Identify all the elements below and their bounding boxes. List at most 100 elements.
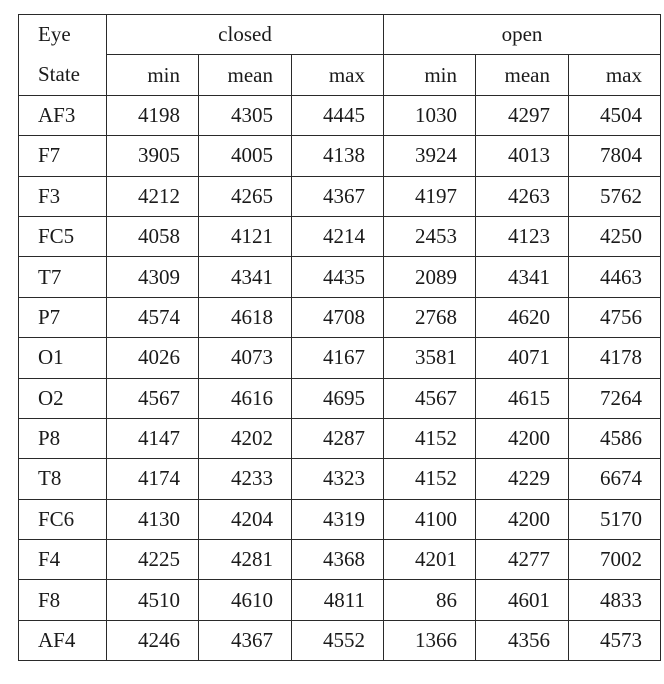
table-cell: 4202: [198, 417, 292, 460]
table-row: P7 4574 4618 4708 2768 4620 4756: [18, 296, 661, 339]
table-row: T8 4174 4233 4323 4152 4229 6674: [18, 458, 661, 500]
row-label-cell: F4: [18, 539, 107, 581]
table-cell: 4615: [475, 377, 569, 419]
row-label-cell: O2: [18, 377, 107, 419]
table-cell: 4287: [291, 417, 384, 460]
table-cell: 4297: [475, 94, 569, 137]
table-cell: 4463: [568, 256, 661, 298]
table-row: AF4 4246 4367 4552 1366 4356 4573: [18, 619, 661, 662]
table-row: F3 4212 4265 4367 4197 4263 5762: [18, 175, 661, 217]
table-cell: 4229: [475, 458, 569, 500]
header-eye-label: Eye: [18, 13, 107, 55]
table-cell: 4225: [106, 539, 199, 581]
table-cell: 4618: [198, 296, 292, 339]
table-row: T7 4309 4341 4435 2089 4341 4463: [18, 256, 661, 298]
table-cell: 1030: [383, 94, 476, 137]
table-cell: 4708: [291, 296, 384, 339]
table-cell: 4263: [475, 175, 569, 217]
table-cell: 4201: [383, 539, 476, 581]
row-label-cell: F8: [18, 579, 107, 621]
table-cell: 4833: [568, 579, 661, 621]
table-cell: 4567: [106, 377, 199, 419]
table-cell: 4198: [106, 94, 199, 137]
row-label-cell: O1: [18, 337, 107, 379]
table-cell: 4616: [198, 377, 292, 419]
table-cell: 4309: [106, 256, 199, 298]
table-cell: 4152: [383, 417, 476, 460]
table-cell: 4026: [106, 337, 199, 379]
table-cell: 4811: [291, 579, 384, 621]
table-row: F7 3905 4005 4138 3924 4013 7804: [18, 135, 661, 177]
row-label-cell: FC5: [18, 215, 107, 258]
table-cell: 4277: [475, 539, 569, 581]
table-cell: 4147: [106, 417, 199, 460]
table-cell: 7002: [568, 539, 661, 581]
table-row: F8 4510 4610 4811 86 4601 4833: [18, 579, 661, 621]
table-cell: 6674: [568, 458, 661, 500]
table-cell: 4130: [106, 498, 199, 541]
table-cell: 4100: [383, 498, 476, 541]
table-cell: 4138: [291, 135, 384, 177]
table-cell: 4214: [291, 215, 384, 258]
row-label-cell: AF4: [18, 619, 107, 662]
header-closed-min: min: [106, 54, 199, 96]
row-label-cell: T8: [18, 458, 107, 500]
table-cell: 4073: [198, 337, 292, 379]
header-group-closed: closed: [106, 13, 384, 56]
table-cell: 4058: [106, 215, 199, 258]
table-cell: 5762: [568, 175, 661, 217]
table-cell: 4323: [291, 458, 384, 500]
table-cell: 4281: [198, 539, 292, 581]
header-open-mean: mean: [475, 54, 569, 96]
table-cell: 4178: [568, 337, 661, 379]
table-cell: 4167: [291, 337, 384, 379]
table-cell: 4204: [198, 498, 292, 541]
header-row-groups: Eye closed open: [18, 13, 661, 56]
table-cell: 4123: [475, 215, 569, 258]
row-label-cell: P7: [18, 296, 107, 339]
table-row: AF3 4198 4305 4445 1030 4297 4504: [18, 94, 661, 137]
table-cell: 4367: [198, 619, 292, 662]
table-cell: 4013: [475, 135, 569, 177]
table-cell: 4367: [291, 175, 384, 217]
table-cell: 4567: [383, 377, 476, 419]
table-cell: 4246: [106, 619, 199, 662]
table-cell: 4552: [291, 619, 384, 662]
table-cell: 3924: [383, 135, 476, 177]
data-table-container: Eye closed open State min mean max min m…: [18, 13, 661, 662]
table-cell: 4445: [291, 94, 384, 137]
table-cell: 4200: [475, 417, 569, 460]
table-cell: 86: [383, 579, 476, 621]
table-cell: 2089: [383, 256, 476, 298]
table-cell: 4601: [475, 579, 569, 621]
table-cell: 4174: [106, 458, 199, 500]
table-cell: 7264: [568, 377, 661, 419]
table-row: F4 4225 4281 4368 4201 4277 7002: [18, 539, 661, 581]
row-label-cell: T7: [18, 256, 107, 298]
table-cell: 4510: [106, 579, 199, 621]
table-cell: 4504: [568, 94, 661, 137]
table-cell: 4265: [198, 175, 292, 217]
table-cell: 4200: [475, 498, 569, 541]
table-cell: 4305: [198, 94, 292, 137]
table-row: O1 4026 4073 4167 3581 4071 4178: [18, 337, 661, 379]
header-group-open: open: [383, 13, 661, 56]
table-row: FC5 4058 4121 4214 2453 4123 4250: [18, 215, 661, 258]
header-state-label: State: [18, 54, 107, 96]
table-cell: 4586: [568, 417, 661, 460]
table-cell: 4620: [475, 296, 569, 339]
table-body: AF3 4198 4305 4445 1030 4297 4504 F7 3905 4005 413…: [18, 94, 661, 662]
table-cell: 4356: [475, 619, 569, 662]
table-cell: 4212: [106, 175, 199, 217]
table-cell: 4756: [568, 296, 661, 339]
header-open-max: max: [568, 54, 661, 96]
eye-state-table: Eye closed open State min mean max min m…: [18, 13, 661, 662]
header-closed-max: max: [291, 54, 384, 96]
table-cell: 5170: [568, 498, 661, 541]
table-cell: 4250: [568, 215, 661, 258]
table-cell: 4435: [291, 256, 384, 298]
table-cell: 4610: [198, 579, 292, 621]
row-label-cell: FC6: [18, 498, 107, 541]
table-row: FC6 4130 4204 4319 4100 4200 5170: [18, 498, 661, 541]
table-cell: 4005: [198, 135, 292, 177]
